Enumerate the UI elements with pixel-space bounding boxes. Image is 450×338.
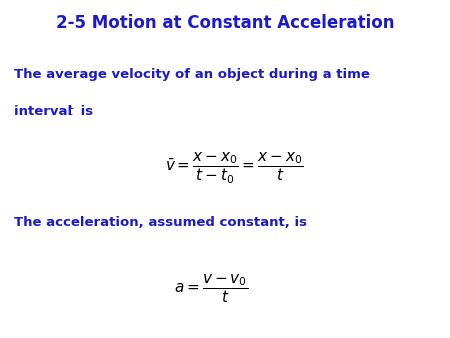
Text: 2-5 Motion at Constant Acceleration: 2-5 Motion at Constant Acceleration: [56, 14, 394, 31]
Text: The acceleration, assumed constant, is: The acceleration, assumed constant, is: [14, 216, 306, 229]
Text: $t$: $t$: [67, 105, 74, 118]
Text: $\bar{v} = \dfrac{x - x_0}{t - t_0} = \dfrac{x - x_0}{t}$: $\bar{v} = \dfrac{x - x_0}{t - t_0} = \d…: [165, 150, 303, 186]
Text: $a = \dfrac{v - v_0}{t}$: $a = \dfrac{v - v_0}{t}$: [175, 272, 248, 305]
Text: is: is: [76, 105, 93, 118]
Text: interval: interval: [14, 105, 76, 118]
Text: The average velocity of an object during a time: The average velocity of an object during…: [14, 68, 369, 80]
